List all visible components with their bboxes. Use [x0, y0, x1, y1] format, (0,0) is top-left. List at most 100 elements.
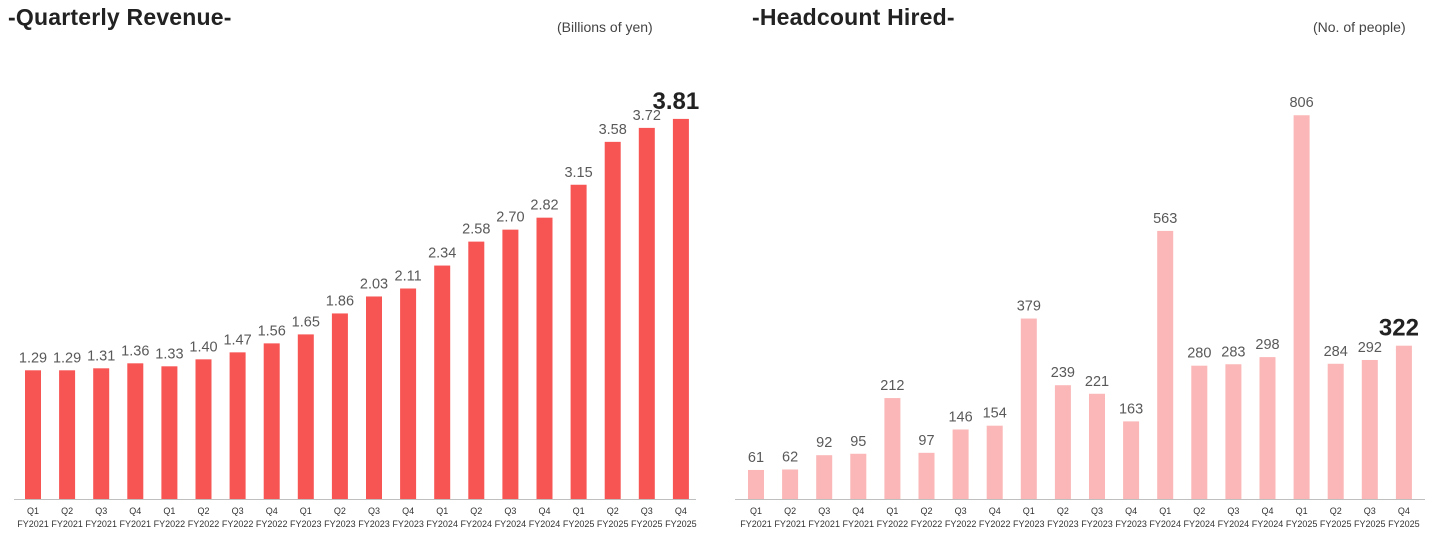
- headcount-tick-year: FY2025: [1286, 519, 1318, 529]
- revenue-bar: [468, 241, 485, 499]
- headcount-bar: [1225, 364, 1242, 499]
- headcount-value-label: 806: [1289, 95, 1313, 111]
- headcount-tick-quarter: Q3: [1227, 506, 1239, 516]
- headcount-value-label: 62: [782, 449, 798, 465]
- revenue-tick-quarter: Q2: [61, 506, 73, 516]
- headcount-bar: [952, 429, 969, 499]
- revenue-bar: [161, 366, 178, 499]
- headcount-tick-year: FY2021: [843, 519, 875, 529]
- revenue-bar-chart: 1.29 Q1 FY2021 1.29 Q2 FY2021 1.31 Q3 FY2021 1.36…: [14, 88, 699, 529]
- headcount-bar: [1361, 359, 1378, 499]
- revenue-tick-year: FY2021: [85, 519, 117, 529]
- revenue-tick-year: FY2025: [563, 519, 595, 529]
- headcount-tick-year: FY2022: [911, 519, 943, 529]
- headcount-bar: [850, 453, 867, 499]
- revenue-bar: [570, 184, 587, 499]
- headcount-tick-year: FY2022: [979, 519, 1011, 529]
- revenue-tick-quarter: Q4: [675, 506, 687, 516]
- headcount-tick-year: FY2023: [1047, 519, 1079, 529]
- headcount-tick-year: FY2021: [740, 519, 772, 529]
- headcount-tick-quarter: Q4: [989, 506, 1001, 516]
- headcount-tick-quarter: Q1: [750, 506, 762, 516]
- headcount-bar: [1395, 345, 1412, 499]
- revenue-tick-year: FY2022: [222, 519, 254, 529]
- headcount-bar: [748, 469, 764, 499]
- headcount-bar: [782, 469, 799, 499]
- headcount-bar: [816, 455, 833, 499]
- headcount-tick-year: FY2025: [1320, 519, 1352, 529]
- revenue-tick-year: FY2023: [324, 519, 356, 529]
- headcount-tick-quarter: Q3: [1364, 506, 1376, 516]
- revenue-unit-label: (Billions of yen): [557, 19, 653, 35]
- headcount-tick-quarter: Q1: [1159, 506, 1171, 516]
- revenue-tick-quarter: Q1: [163, 506, 175, 516]
- revenue-tick-year: FY2021: [120, 519, 152, 529]
- revenue-chart-panel: -Quarterly Revenue- (Billions of yen) 1.…: [0, 0, 710, 539]
- headcount-value-label: 563: [1153, 211, 1177, 227]
- revenue-tick-year: FY2022: [188, 519, 220, 529]
- headcount-value-label: 212: [880, 378, 904, 394]
- revenue-bar: [93, 368, 110, 499]
- headcount-tick-quarter: Q3: [818, 506, 830, 516]
- revenue-tick-year: FY2025: [631, 519, 663, 529]
- headcount-value-label: 283: [1221, 344, 1245, 360]
- revenue-tick-year: FY2023: [358, 519, 390, 529]
- revenue-bar: [127, 363, 144, 499]
- revenue-tick-quarter: Q3: [232, 506, 244, 516]
- headcount-tick-quarter: Q2: [920, 506, 932, 516]
- revenue-value-label: 3.72: [633, 108, 661, 124]
- headcount-tick-year: FY2022: [877, 519, 909, 529]
- revenue-tick-quarter: Q4: [538, 506, 550, 516]
- revenue-bar: [331, 313, 348, 499]
- revenue-value-label: 2.03: [360, 276, 388, 292]
- headcount-tick-quarter: Q4: [1398, 506, 1410, 516]
- headcount-value-label: 221: [1085, 374, 1109, 390]
- revenue-tick-year: FY2025: [665, 519, 697, 529]
- revenue-value-label: 1.86: [326, 293, 354, 309]
- revenue-tick-year: FY2021: [17, 519, 49, 529]
- headcount-tick-quarter: Q2: [1057, 506, 1069, 516]
- headcount-bar: [884, 398, 901, 499]
- revenue-value-label: 1.56: [258, 323, 286, 339]
- revenue-value-label: 2.70: [496, 210, 524, 226]
- revenue-bar: [536, 217, 553, 499]
- headcount-value-label: 298: [1255, 337, 1279, 353]
- revenue-tick-year: FY2024: [495, 519, 527, 529]
- headcount-tick-quarter: Q2: [1193, 506, 1205, 516]
- revenue-tick-year: FY2021: [51, 519, 83, 529]
- headcount-tick-quarter: Q2: [784, 506, 796, 516]
- headcount-tick-quarter: Q2: [1330, 506, 1342, 516]
- headcount-tick-quarter: Q1: [1296, 506, 1308, 516]
- revenue-tick-quarter: Q3: [504, 506, 516, 516]
- revenue-bar: [195, 359, 212, 499]
- headcount-value-label: 239: [1051, 365, 1075, 381]
- revenue-value-label: 3.58: [599, 122, 627, 138]
- revenue-tick-quarter: Q1: [436, 506, 448, 516]
- headcount-value-label: 61: [748, 450, 764, 466]
- headcount-tick-quarter: Q4: [852, 506, 864, 516]
- revenue-value-label: 1.36: [121, 343, 149, 359]
- headcount-bar: [1327, 363, 1344, 499]
- revenue-tick-quarter: Q1: [27, 506, 39, 516]
- headcount-value-label: 292: [1358, 340, 1382, 356]
- revenue-value-label: 1.40: [189, 339, 217, 355]
- revenue-bar: [502, 229, 519, 499]
- headcount-value-label: 163: [1119, 401, 1143, 417]
- revenue-tick-year: FY2022: [154, 519, 186, 529]
- revenue-value-label: 2.34: [428, 246, 456, 262]
- revenue-tick-year: FY2023: [290, 519, 322, 529]
- headcount-tick-year: FY2023: [1115, 519, 1147, 529]
- headcount-bar: [1089, 393, 1105, 499]
- headcount-value-label: 322: [1379, 315, 1419, 342]
- headcount-bar: [986, 425, 1003, 499]
- headcount-bar: [1191, 365, 1208, 499]
- revenue-bar: [604, 141, 621, 499]
- revenue-bar: [297, 334, 314, 499]
- headcount-tick-year: FY2024: [1184, 519, 1216, 529]
- revenue-bar: [400, 288, 417, 499]
- revenue-value-label: 1.31: [87, 348, 115, 364]
- revenue-bar: [638, 127, 655, 499]
- headcount-bar: [1259, 357, 1276, 499]
- revenue-value-label: 1.65: [292, 314, 320, 330]
- revenue-chart-title: -Quarterly Revenue-: [8, 4, 232, 30]
